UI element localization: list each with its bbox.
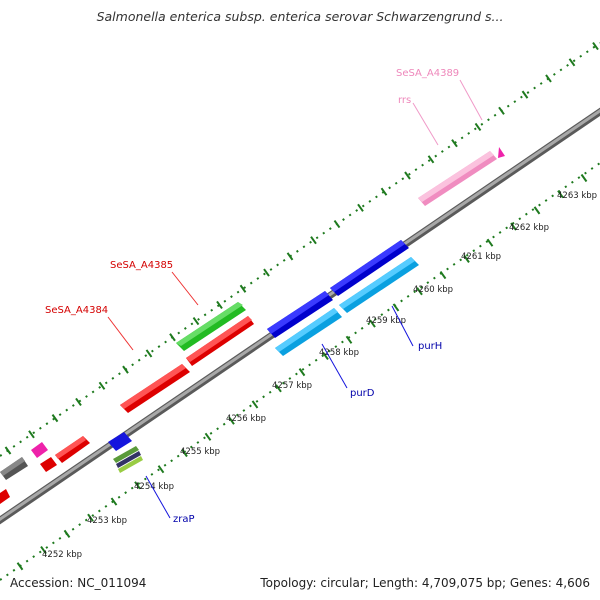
gene-zraP-blue[interactable]: [108, 432, 132, 451]
major-tick: [463, 254, 470, 263]
gene-label-sesa-a4389: SeSA_A4389: [396, 68, 459, 79]
scale-label: 4259 kbp: [366, 316, 406, 326]
gene-sesa-a4384-a[interactable]: [186, 316, 254, 366]
major-tick: [192, 317, 200, 326]
major-tick: [510, 222, 517, 231]
major-tick: [568, 58, 576, 67]
gene-sesa-a4389-rrs[interactable]: [418, 147, 505, 206]
major-tick: [286, 252, 294, 261]
gene-purH-cyan[interactable]: [339, 257, 419, 313]
major-tick: [592, 42, 599, 51]
major-tick: [322, 351, 329, 361]
scale-label: 4258 kbp: [319, 348, 359, 358]
gene-zraP-stack[interactable]: [113, 446, 143, 473]
scale-label: 4254 kbp: [134, 482, 174, 492]
major-tick: [228, 416, 235, 425]
major-tick: [404, 171, 411, 180]
gene-label-zraP: zraP: [173, 514, 195, 525]
major-tick: [110, 497, 118, 506]
gene-purH-blue[interactable]: [330, 240, 409, 296]
outer-tick-track: [0, 42, 600, 457]
gene-red-small-1[interactable]: [55, 436, 90, 463]
accession-text: Accession: NC_011094: [10, 576, 147, 590]
major-tick: [275, 384, 282, 393]
label-leaders: [107, 79, 483, 519]
major-tick: [216, 300, 223, 309]
major-tick: [204, 432, 212, 441]
map-title: Salmonella enterica subsp. enterica sero…: [96, 9, 504, 24]
major-tick: [439, 270, 447, 280]
gene-red-edge[interactable]: [0, 489, 10, 504]
major-tick: [486, 238, 494, 247]
scale-labels: 4252 kbp 4253 kbp 4254 kbp 4255 kbp 4256…: [42, 191, 597, 560]
gene-sesa-a4384-b[interactable]: [120, 364, 190, 413]
major-tick: [357, 203, 364, 212]
major-tick: [345, 335, 353, 344]
major-tick: [145, 349, 153, 358]
major-tick: [545, 74, 552, 83]
scale-label: 4255 kbp: [180, 447, 220, 457]
major-tick: [416, 287, 423, 296]
major-tick: [75, 397, 82, 407]
major-tick: [263, 268, 270, 277]
scale-label: 4263 kbp: [557, 191, 597, 201]
gene-gray[interactable]: [0, 457, 28, 480]
major-tick: [521, 90, 529, 99]
major-tick: [157, 465, 165, 474]
scale-label: 4256 kbp: [226, 414, 266, 424]
gene-red-small-2[interactable]: [40, 457, 57, 472]
major-tick: [369, 319, 376, 328]
inner-tick-track: [0, 162, 600, 581]
major-tick: [169, 333, 176, 342]
major-tick: [239, 284, 247, 293]
major-tick: [134, 481, 141, 490]
major-tick: [427, 155, 435, 164]
genome-summary-text: Topology: circular; Length: 4,709,075 bp…: [260, 576, 590, 590]
major-tick: [580, 173, 588, 183]
gene-label-sesa-a4384: SeSA_A4384: [45, 305, 108, 316]
major-tick: [392, 303, 400, 312]
major-tick: [251, 400, 259, 409]
major-tick: [87, 513, 94, 522]
major-tick: [98, 381, 106, 390]
major-tick: [63, 529, 71, 538]
major-tick: [333, 219, 341, 229]
major-tick: [28, 430, 35, 439]
major-tick: [298, 368, 306, 377]
major-tick: [451, 139, 458, 148]
gene-label-purH: purH: [418, 341, 442, 352]
major-tick: [51, 414, 59, 423]
major-tick: [4, 446, 12, 455]
major-tick: [474, 122, 482, 132]
gene-purD-cyan[interactable]: [275, 308, 342, 356]
gene-purD-blue[interactable]: [267, 291, 333, 338]
gene-label-purD: purD: [350, 388, 375, 399]
gene-magenta[interactable]: [31, 442, 48, 458]
scale-label: 4252 kbp: [42, 550, 82, 560]
scale-label: 4260 kbp: [413, 285, 453, 295]
major-tick: [122, 365, 129, 374]
scale-label: 4257 kbp: [272, 381, 312, 391]
major-tick: [16, 562, 24, 571]
gene-sesa-a4385[interactable]: [176, 302, 246, 351]
major-tick: [557, 190, 564, 199]
major-tick: [181, 448, 188, 458]
gene-label-rrs: rrs: [398, 95, 411, 106]
major-tick: [380, 187, 388, 196]
gene-label-sesa-a4385: SeSA_A4385: [110, 260, 173, 271]
major-tick: [40, 545, 47, 555]
major-tick: [533, 206, 541, 215]
major-tick: [498, 106, 505, 115]
scale-label: 4261 kbp: [461, 252, 501, 262]
scale-label: 4253 kbp: [87, 516, 127, 526]
scale-label: 4262 kbp: [509, 223, 549, 233]
major-ticks: [4, 42, 599, 571]
major-tick: [310, 236, 317, 245]
